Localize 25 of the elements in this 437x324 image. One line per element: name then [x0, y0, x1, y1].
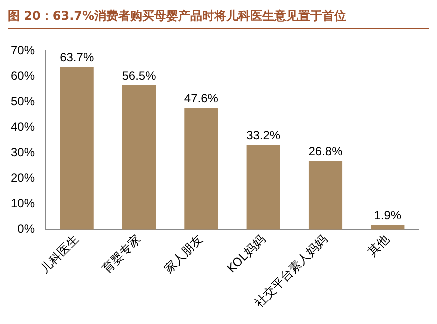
bar [122, 86, 156, 230]
y-tick-label: 50% [10, 94, 36, 108]
bar [246, 145, 280, 230]
y-tick-label: 20% [10, 171, 36, 186]
y-tick-label: 30% [10, 146, 36, 160]
data-label: 47.6% [184, 92, 219, 106]
data-label: 33.2% [246, 128, 281, 142]
x-tick-label: 儿科医生 [38, 232, 82, 276]
data-label: 26.8% [308, 144, 344, 159]
x-tick-label: 其他 [365, 232, 392, 260]
y-tick-label: 40% [10, 120, 36, 134]
y-tick-label: 60% [10, 68, 36, 83]
bar [60, 67, 94, 230]
data-label: 1.9% [374, 208, 402, 222]
bar [308, 161, 343, 230]
data-label: 56.5% [122, 68, 157, 83]
x-tick-label: 育婴专家 [100, 232, 144, 276]
bar [371, 225, 405, 230]
y-tick-label: 70% [10, 43, 36, 58]
bar [184, 108, 218, 230]
y-tick-label: 10% [10, 196, 36, 211]
x-tick-label: 家人朋友 [162, 232, 206, 276]
y-tick-label: 0% [18, 222, 36, 236]
chart-title: 图 20：63.7%消费者购买母婴产品时将儿科医生意见置于首位 [8, 8, 429, 29]
data-label: 63.7% [60, 50, 94, 64]
